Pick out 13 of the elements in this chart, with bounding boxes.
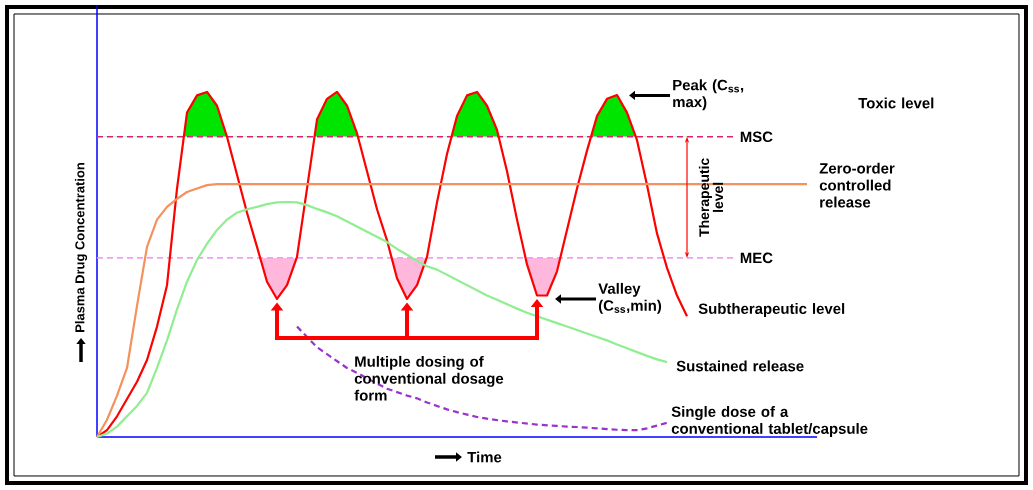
series-label: Single dose of a conventional tablet/capsule [671, 406, 868, 437]
ref-line-label: MSC [740, 131, 773, 143]
annotation: Therapeutic level [698, 158, 724, 237]
annotation: Subtherapeutic level [698, 303, 845, 317]
annotation: Multiple dosing of conventional dosage form [354, 355, 504, 401]
ref-line-label: MEC [740, 252, 773, 264]
annotation: Valley (C$_{ss}$,min) [598, 282, 662, 314]
series-label: Zero-order controlled release [819, 162, 895, 208]
text: Toxic level [858, 97, 934, 109]
x-axis-title: Time [467, 451, 502, 463]
text: Peak (C$_{ss}$, max) [673, 79, 744, 111]
series-label: Sustained release [676, 360, 804, 372]
y-axis-title: Plasma Drug Concentration [74, 163, 88, 332]
